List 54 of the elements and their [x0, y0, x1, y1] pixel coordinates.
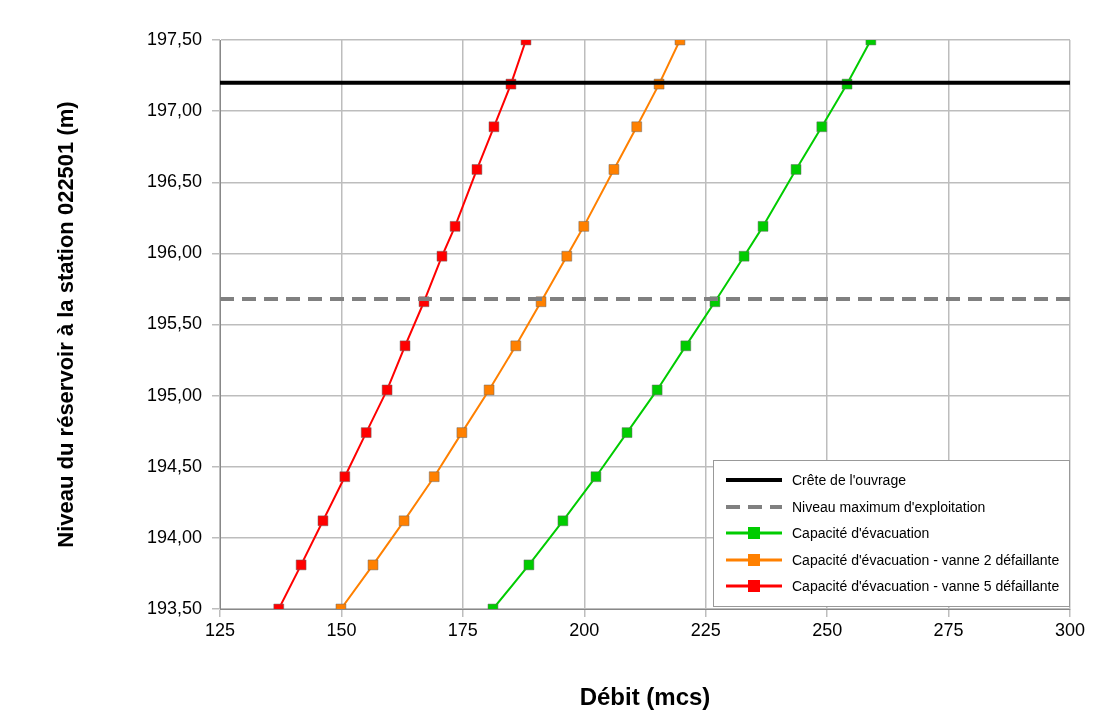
- y-tick-label: 197,00: [146, 100, 202, 121]
- x-tick-label: 250: [812, 619, 843, 640]
- point: [381, 384, 393, 396]
- x-tick-label: 175: [447, 619, 478, 640]
- point: [631, 121, 642, 132]
- point: [483, 384, 495, 396]
- point: [757, 221, 769, 232]
- legend-label: Niveau maximum d'exploitation: [792, 498, 986, 515]
- y-tick-label: 194,50: [146, 455, 202, 476]
- point: [523, 559, 535, 571]
- point: [651, 384, 663, 396]
- x-tick-label: 300: [1054, 619, 1086, 640]
- y-tick-label: 196,50: [146, 171, 202, 192]
- point: [608, 164, 620, 175]
- x-tick-label: 125: [204, 619, 236, 640]
- point: [578, 221, 589, 232]
- point: [339, 471, 351, 482]
- point: [471, 164, 483, 175]
- point: [429, 471, 440, 482]
- point: [488, 121, 500, 132]
- y-tick-label: 195,00: [146, 384, 202, 405]
- point: [590, 471, 602, 482]
- point: [510, 340, 521, 352]
- x-tick-label: 200: [569, 619, 600, 640]
- y-tick-label: 193,50: [146, 597, 202, 618]
- point: [399, 340, 411, 352]
- legend-label: Capacité d'évacuation - vanne 5 défaillante: [792, 578, 1060, 595]
- y-tick-label: 194,00: [146, 526, 202, 547]
- y-tick-label: 195,50: [146, 313, 202, 334]
- point: [561, 251, 572, 262]
- point: [317, 515, 329, 527]
- x-tick-label: 275: [933, 619, 964, 640]
- point: [361, 427, 372, 438]
- point: [790, 164, 802, 175]
- point: [680, 340, 691, 352]
- point: [557, 515, 569, 527]
- legend-label: Capacité d'évacuation - vanne 2 défaillante: [792, 551, 1060, 568]
- y-axis-title: Niveau du réservoir à la station 022501 (m): [53, 101, 79, 548]
- point: [621, 427, 633, 438]
- point: [456, 427, 468, 438]
- x-axis-title: Débit (mcs): [579, 683, 711, 711]
- legend-label: Crête de l'ouvrage: [792, 472, 906, 489]
- point: [398, 515, 410, 527]
- point: [436, 251, 448, 262]
- point: [816, 121, 827, 132]
- x-tick-label: 225: [690, 619, 721, 640]
- point: [295, 559, 307, 571]
- point: [738, 251, 750, 262]
- point: [449, 221, 461, 232]
- y-tick-label: 196,00: [146, 242, 202, 263]
- x-tick-label: 150: [326, 619, 357, 640]
- point: [367, 559, 379, 571]
- legend-label: Capacité d'évacuation: [792, 525, 930, 542]
- y-tick-label: 197,50: [146, 28, 202, 49]
